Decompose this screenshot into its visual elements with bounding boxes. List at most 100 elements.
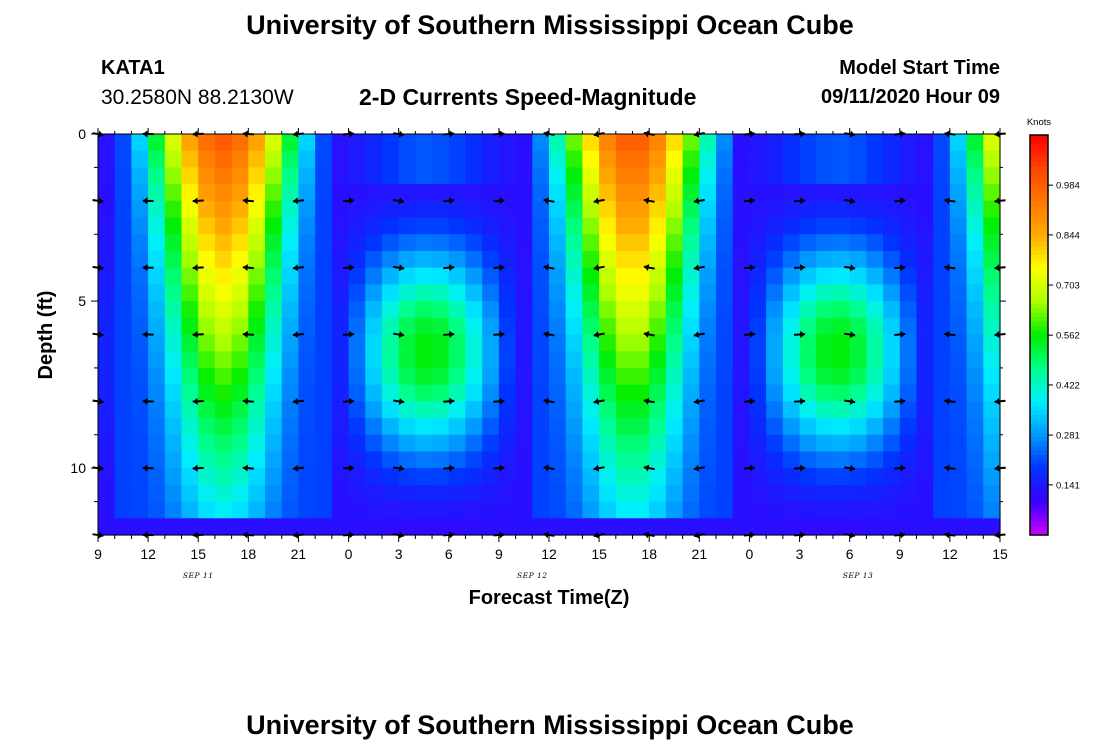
y-tick-label: 0 (78, 126, 86, 142)
colorbar-segment (1030, 419, 1048, 425)
heatmap-cell (749, 317, 767, 336)
heatmap-cell (832, 334, 851, 352)
heatmap-cell (281, 167, 300, 185)
heatmap-cell (98, 284, 116, 302)
heatmap-cell (248, 351, 266, 369)
heatmap-cell (448, 518, 467, 536)
heatmap-cell (448, 401, 467, 419)
heatmap-cell (348, 518, 366, 536)
heatmap-cell (465, 200, 483, 219)
heatmap-cell (816, 184, 834, 202)
heatmap-cell (198, 384, 216, 402)
heatmap-cell (281, 134, 300, 152)
heatmap-cell (365, 484, 383, 503)
heatmap-cell (231, 150, 249, 169)
heatmap-cell (298, 184, 316, 202)
heatmap-cell (782, 150, 801, 169)
heatmap-cell (866, 367, 884, 386)
heatmap-cell (632, 384, 650, 402)
heatmap-cell (181, 351, 199, 369)
heatmap-cell (866, 434, 884, 453)
heatmap-cell (983, 418, 1001, 436)
heatmap-cell (248, 184, 266, 202)
heatmap-cell (732, 301, 751, 319)
heatmap-cell (398, 501, 416, 519)
heatmap-cell (883, 367, 901, 386)
heatmap-cell (983, 150, 1001, 169)
heatmap-cell (415, 468, 433, 486)
colorbar-segment (1030, 397, 1048, 403)
heatmap-cell (949, 167, 968, 185)
heatmap-cell (549, 434, 567, 453)
heatmap-cell (265, 451, 283, 469)
x-tick-label: 15 (591, 546, 607, 562)
heatmap-cell (265, 334, 283, 352)
heatmap-cell (949, 234, 968, 252)
heatmap-cell (983, 351, 1001, 369)
colorbar-segment (1030, 161, 1048, 167)
heatmap-cell (582, 217, 600, 235)
heatmap-cell (281, 468, 300, 486)
heatmap-cell (415, 484, 433, 503)
heatmap-cell (582, 501, 600, 519)
heatmap-cell (632, 250, 650, 269)
heatmap-cell (816, 317, 834, 336)
heatmap-cell (799, 234, 817, 252)
x-tick-label: 3 (395, 546, 403, 562)
heatmap-cell (615, 501, 634, 519)
heatmap-cell (214, 367, 233, 386)
heatmap-cell (331, 184, 350, 202)
heatmap-cell (716, 367, 734, 386)
heatmap-cell (348, 384, 366, 402)
heatmap-cell (448, 468, 467, 486)
heatmap-cell (816, 267, 834, 285)
heatmap-cell (164, 418, 183, 436)
heatmap-cell (949, 267, 968, 285)
heatmap-cell (732, 200, 751, 219)
heatmap-cell (866, 267, 884, 285)
heatmap-cell (966, 501, 984, 519)
heatmap-cell (248, 384, 266, 402)
heatmap-cell (231, 234, 249, 252)
heatmap-cell (482, 317, 500, 336)
heatmap-cell (949, 334, 968, 352)
vector-arrow (844, 397, 856, 405)
heatmap-cell (649, 468, 667, 486)
vector-arrow (794, 397, 806, 405)
heatmap-cell (916, 518, 934, 536)
heatmap-cell (231, 200, 249, 219)
colorbar-segment (1030, 268, 1048, 274)
heatmap-cell (465, 401, 483, 419)
colorbar-segment (1030, 330, 1048, 336)
heatmap-cell (866, 384, 884, 402)
vector-arrow (944, 197, 956, 205)
heatmap-cell (265, 250, 283, 269)
heatmap-cell (916, 317, 934, 336)
heatmap-cell (448, 484, 467, 503)
heatmap-cell (766, 267, 784, 285)
heatmap-cell (315, 267, 333, 285)
heatmap-cell (582, 401, 600, 419)
heatmap-cell (565, 334, 583, 352)
heatmap-cell (716, 384, 734, 402)
heatmap-cell (482, 518, 500, 536)
heatmap-cell (482, 200, 500, 219)
colorbar-segment (1030, 210, 1048, 216)
heatmap-cell (498, 184, 517, 202)
heatmap-cell (331, 451, 350, 469)
colorbar-segment (1030, 299, 1048, 305)
heatmap-cell (582, 484, 600, 503)
heatmap-cell (766, 334, 784, 352)
heatmap-cell (749, 134, 767, 152)
heatmap-cell (482, 501, 500, 519)
heatmap-cell (465, 284, 483, 302)
heatmap-cell (699, 401, 717, 419)
heatmap-cell (732, 334, 751, 352)
vector-arrow (342, 464, 355, 472)
heatmap-cell (832, 418, 851, 436)
colorbar-segment (1030, 432, 1048, 438)
heatmap-cell (148, 434, 166, 453)
colorbar-segment (1030, 472, 1048, 478)
vector-arrow (743, 264, 756, 272)
heatmap-cell (298, 284, 316, 302)
